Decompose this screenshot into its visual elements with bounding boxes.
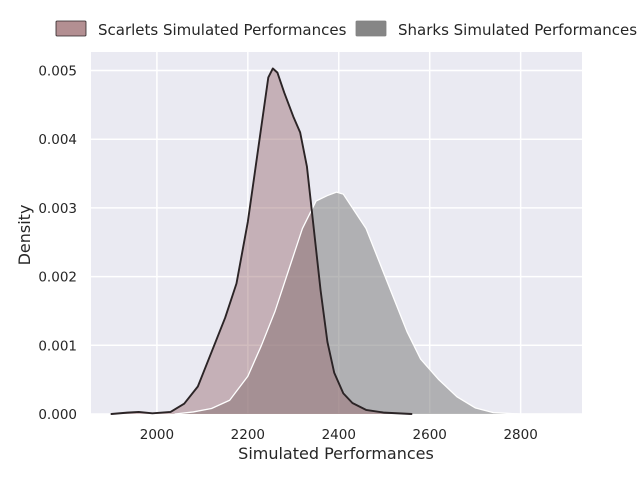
series-line-1 bbox=[174, 191, 558, 415]
legend-label-scarlets: Scarlets Simulated Performances bbox=[98, 21, 347, 39]
series-layer bbox=[110, 67, 558, 415]
series-area-0 bbox=[111, 68, 412, 415]
x-tick-label-0: 2000 bbox=[140, 427, 174, 443]
y-tick-label-5: 0.005 bbox=[38, 64, 77, 80]
x-tick-label-3: 2600 bbox=[413, 427, 447, 443]
legend-swatch-sharks bbox=[355, 20, 387, 37]
series-area-1 bbox=[175, 192, 558, 414]
x-tick-label-2: 2400 bbox=[322, 427, 356, 443]
y-tick-label-2: 0.002 bbox=[38, 270, 77, 286]
y-tick-label-1: 0.001 bbox=[38, 338, 77, 354]
y-tick-label-0: 0.000 bbox=[38, 407, 77, 423]
tick-layer: 2000 2200 2400 2600 2800 0.000 0.001 0.002 0.003… bbox=[38, 64, 537, 443]
y-tick-label-3: 0.003 bbox=[38, 201, 77, 217]
y-axis-label: Density bbox=[15, 205, 34, 266]
legend-swatch-scarlets bbox=[55, 20, 87, 37]
x-tick-label-1: 2200 bbox=[231, 427, 265, 443]
x-tick-label-4: 2800 bbox=[503, 427, 537, 443]
x-axis-label: Simulated Performances bbox=[238, 444, 434, 463]
y-tick-label-4: 0.004 bbox=[38, 132, 77, 148]
series-line-0 bbox=[110, 67, 413, 415]
legend-label-sharks: Sharks Simulated Performances bbox=[398, 21, 637, 39]
legend: Scarlets Simulated Performances Sharks S… bbox=[55, 20, 637, 39]
